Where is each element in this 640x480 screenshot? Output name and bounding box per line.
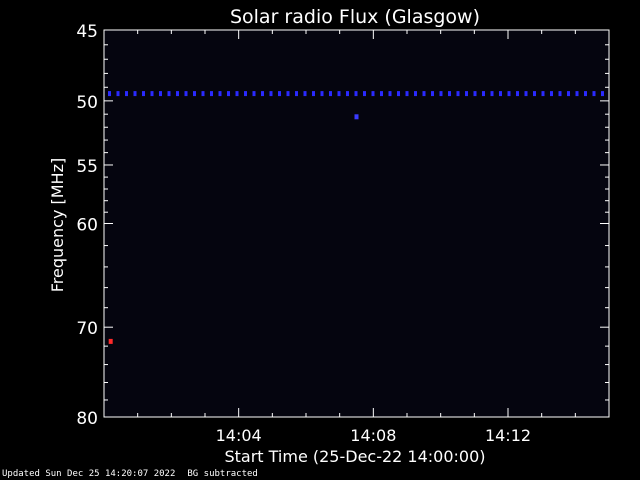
band-cell [448,91,451,97]
band-cell [261,91,264,97]
band-cell [133,91,137,97]
chart-title: Solar radio Flux (Glasgow) [230,6,480,28]
band-cell [320,91,324,97]
band-cell [584,91,587,97]
band-cell [456,91,460,97]
band-cell [380,91,383,97]
y-axis-label: Frequency [MHz] [48,158,67,292]
band-cell [278,91,281,97]
signal-spot [108,338,113,344]
band-cell [227,91,230,97]
band-cell [439,91,443,97]
band-cell [524,91,528,97]
frequency-band [108,91,604,97]
band-cell [218,91,222,97]
x-tick-label: 14:04 [216,426,262,445]
band-cell [516,91,519,97]
band-cell [592,91,596,97]
x-tick-label: 14:08 [350,426,396,445]
band-cell [269,91,273,97]
band-cell [159,91,162,97]
band-cell [201,91,205,97]
y-tick-label: 70 [76,319,98,339]
plot-background [104,30,609,417]
spectrogram-marks [108,91,604,344]
band-cell [490,91,494,97]
band-cell [167,91,171,97]
band-cell [142,91,145,97]
y-axis: 45 50 55 60 70 80 [76,22,609,429]
x-axis: 14:04 14:08 14:12 [137,30,576,445]
band-cell [499,91,502,97]
band-cell [431,91,434,97]
band-cell [295,91,298,97]
y-tick-label: 80 [76,409,98,429]
band-cell [193,91,196,97]
band-cell [601,91,604,97]
band-cell [422,91,426,97]
band-cell [303,91,307,97]
band-cell [184,91,188,97]
band-cell [346,91,349,97]
band-cell [397,91,400,97]
band-cell [567,91,570,97]
band-cell [414,91,417,97]
band-cell [210,91,213,97]
band-cell [286,91,290,97]
band-cell [337,91,341,97]
band-cell [371,91,375,97]
bg-subtracted-note: BG subtracted [187,469,258,479]
band-cell [482,91,485,97]
y-tick-label: 55 [76,157,98,177]
band-cell [473,91,477,97]
band-cell [550,91,553,97]
band-cell [541,91,545,97]
band-cell [388,91,392,97]
updated-timestamp: Updated Sun Dec 25 14:20:07 2022 [2,469,176,479]
band-cell [558,91,562,97]
band-cell [329,91,332,97]
y-tick-label: 60 [76,216,98,236]
band-cell [405,91,409,97]
band-cell [354,91,358,97]
band-cell [116,91,120,97]
x-axis-label: Start Time (25-Dec-22 14:00:00) [224,447,485,466]
signal-spot [354,114,359,120]
band-cell [507,91,511,97]
band-cell [244,91,247,97]
band-cell [235,91,239,97]
band-cell [176,91,179,97]
band-cell [575,91,579,97]
band-cell [125,91,128,97]
band-cell [312,91,315,97]
band-cell [533,91,536,97]
band-cell [150,91,154,97]
y-tick-label: 50 [76,93,98,113]
band-cell [465,91,468,97]
band-cell [252,91,256,97]
y-tick-label: 45 [76,22,98,42]
band-cell [108,91,111,97]
footer: Updated Sun Dec 25 14:20:07 2022 BG subtr… [2,469,270,479]
band-cell [363,91,366,97]
x-tick-label: 14:12 [485,426,531,445]
